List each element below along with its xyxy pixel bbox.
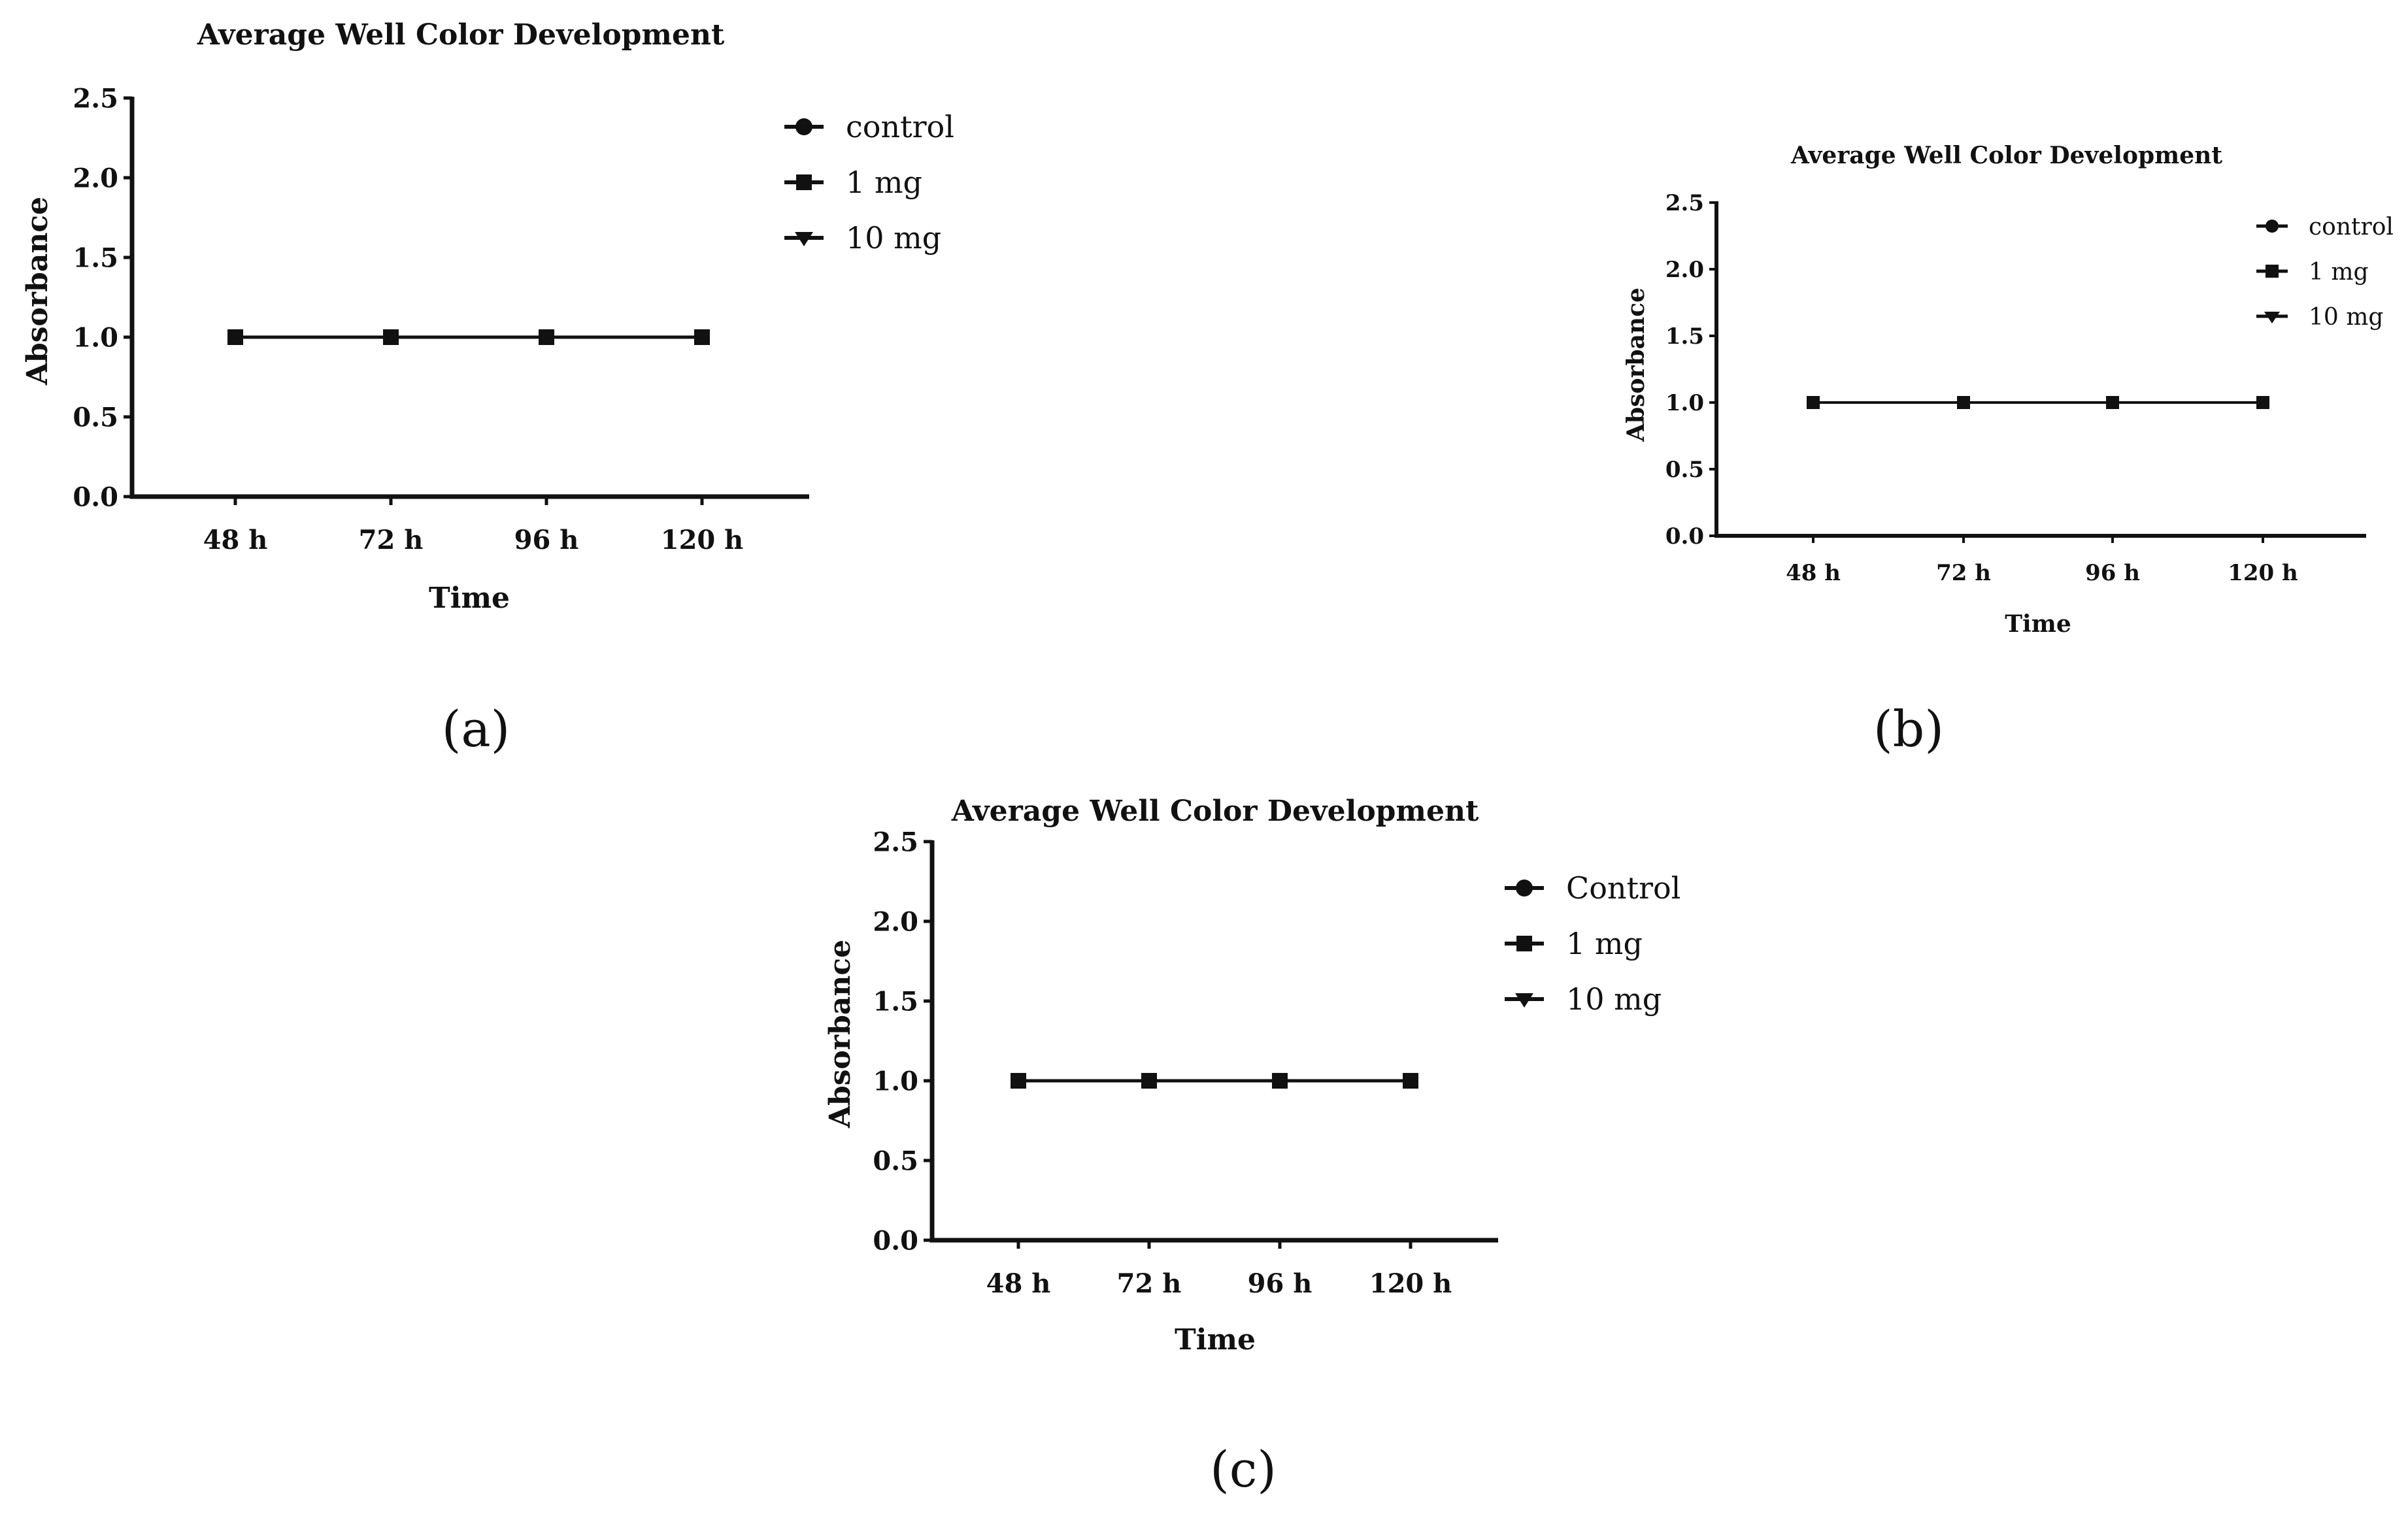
legend-marker-triangle (2264, 312, 2280, 323)
chart-legend: control 1 mg 10 mg (2256, 214, 2394, 331)
chart-panel-a: Average Well Color Development Absorbanc… (21, 18, 954, 758)
plot-area: 0.0 0.5 1.0 1.5 2.0 2.5 48 h 72 h 96 h 120 h (73, 83, 809, 555)
chart-legend: control 1 mg 10 mg (784, 109, 954, 255)
y-axis-label: Absorbance (1622, 288, 1650, 442)
data-point-square (1807, 396, 1820, 409)
data-point-square (1403, 1073, 1418, 1089)
data-point-square (1011, 1073, 1026, 1089)
legend-label: control (2309, 214, 2394, 240)
x-tick-label: 96 h (2085, 560, 2140, 586)
y-tick-label: 0.5 (873, 1145, 918, 1176)
legend-marker-square (2266, 265, 2279, 278)
panel-label: (c) (1210, 1440, 1277, 1498)
y-axis-label: Absorbance (21, 197, 54, 386)
y-tick-label: 2.0 (873, 906, 918, 937)
x-tick-label: 72 h (1936, 560, 1991, 586)
y-tick-label: 2.0 (1665, 257, 1704, 283)
x-axis-label: Time (1175, 1323, 1256, 1357)
y-tick-label: 0.0 (873, 1225, 918, 1256)
legend-item-1-mg: 1 mg (784, 165, 922, 200)
plot-area: 0.0 0.5 1.0 1.5 2.0 2.5 48 h 72 h 96 h 120 h (873, 827, 1498, 1299)
y-tick-label: 2.5 (1665, 190, 1704, 216)
legend-label: 1 mg (1566, 926, 1643, 961)
data-point-square (1957, 396, 1970, 409)
data-point-square (383, 329, 399, 345)
y-tick-label: 0.5 (1665, 457, 1704, 483)
chart-title: Average Well Color Development (197, 18, 725, 52)
chart-panel-c: Average Well Color Development Absorbanc… (824, 795, 1681, 1498)
chart-title: Average Well Color Development (951, 795, 1479, 828)
legend-label: 10 mg (846, 220, 941, 255)
legend-label: 1 mg (846, 165, 922, 200)
y-tick-label: 2.0 (73, 163, 118, 193)
panel-label: (b) (1873, 700, 1944, 758)
y-tick-label: 1.5 (1665, 323, 1704, 350)
x-tick-label: 120 h (2228, 560, 2298, 586)
y-tick-label: 1.0 (873, 1066, 918, 1096)
data-point-square (227, 329, 243, 345)
data-point-square (694, 329, 710, 345)
y-tick-label: 2.5 (73, 83, 118, 114)
y-tick-label: 1.5 (73, 242, 118, 273)
y-tick-label: 1.5 (873, 986, 918, 1017)
x-tick-label: 48 h (986, 1268, 1051, 1299)
legend-item-control: Control (1505, 870, 1681, 906)
legend-label: Control (1566, 870, 1681, 906)
legend-marker-circle (795, 118, 812, 135)
y-tick-label: 1.0 (73, 322, 118, 353)
legend-item-10-mg: 10 mg (2256, 304, 2383, 331)
y-tick-label: 1.0 (1665, 390, 1704, 416)
chart-title: Average Well Color Development (1790, 142, 2222, 169)
data-point-square (1272, 1073, 1288, 1089)
panel-label: (a) (442, 700, 510, 758)
x-tick-label: 120 h (1369, 1268, 1452, 1299)
x-tick-label: 96 h (1248, 1268, 1313, 1299)
legend-marker-square (1516, 936, 1532, 951)
x-tick-label: 96 h (514, 525, 579, 555)
x-tick-label: 72 h (359, 525, 424, 555)
legend-marker-circle (1516, 880, 1533, 897)
legend-label: 10 mg (1566, 981, 1662, 1017)
data-point-square (2106, 396, 2119, 409)
x-tick-label: 48 h (203, 525, 268, 555)
legend-label: control (846, 109, 954, 144)
data-point-square (1141, 1073, 1157, 1089)
legend-item-10-mg: 10 mg (784, 220, 941, 255)
plot-area: 0.0 0.5 1.0 1.5 2.0 2.5 48 h 72 h 96 h 120 h (1665, 190, 2366, 586)
legend-label: 1 mg (2309, 259, 2369, 286)
y-axis-label: Absorbance (824, 940, 857, 1128)
x-tick-label: 48 h (1786, 560, 1841, 586)
x-axis-label: Time (2005, 610, 2071, 638)
legend-marker-square (796, 174, 812, 190)
x-tick-label: 120 h (661, 525, 744, 555)
y-tick-label: 2.5 (873, 827, 918, 857)
legend-marker-circle (2266, 220, 2279, 233)
y-tick-label: 0.0 (1665, 523, 1704, 550)
y-tick-label: 0.5 (73, 402, 118, 433)
chart-legend: Control 1 mg 10 mg (1505, 870, 1681, 1017)
legend-item-10-mg: 10 mg (1505, 981, 1662, 1017)
x-tick-label: 72 h (1117, 1268, 1182, 1299)
data-point-square (2256, 396, 2269, 409)
chart-panel-b: Average Well Color Development Absorbanc… (1622, 142, 2394, 758)
legend-label: 10 mg (2309, 304, 2383, 331)
data-point-square (539, 329, 554, 345)
legend-marker-triangle (1515, 993, 1533, 1008)
legend-item-1-mg: 1 mg (1505, 926, 1643, 961)
legend-marker-triangle (795, 232, 813, 246)
x-axis-label: Time (429, 582, 510, 615)
legend-item-1-mg: 1 mg (2256, 259, 2369, 286)
legend-item-control: control (784, 109, 954, 144)
y-tick-label: 0.0 (73, 482, 118, 512)
legend-item-control: control (2256, 214, 2394, 240)
